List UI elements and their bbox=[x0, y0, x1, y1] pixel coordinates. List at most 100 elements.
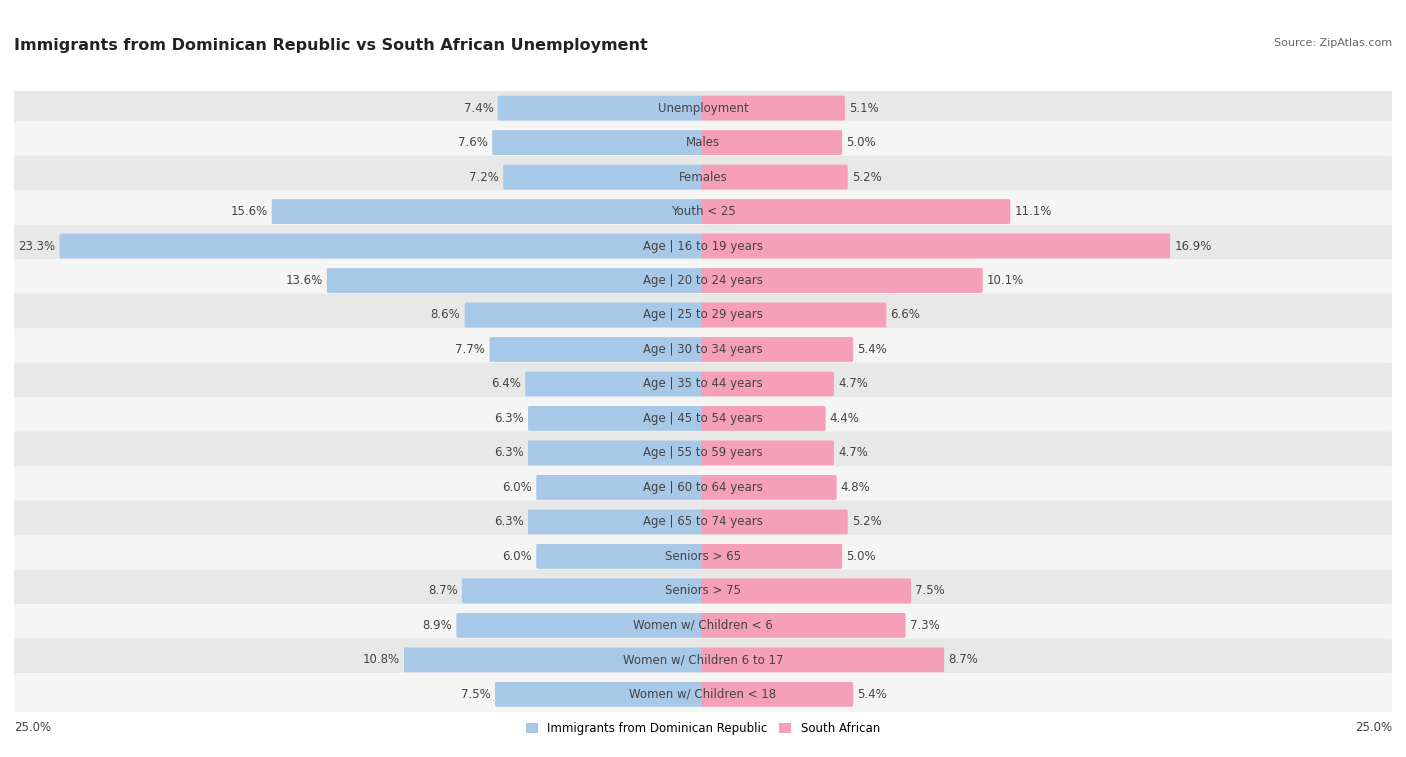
FancyBboxPatch shape bbox=[13, 569, 1393, 612]
FancyBboxPatch shape bbox=[13, 466, 1393, 509]
FancyBboxPatch shape bbox=[489, 337, 704, 362]
FancyBboxPatch shape bbox=[13, 431, 1393, 475]
Text: 5.2%: 5.2% bbox=[852, 516, 882, 528]
FancyBboxPatch shape bbox=[495, 682, 704, 707]
FancyBboxPatch shape bbox=[702, 509, 848, 534]
Text: 13.6%: 13.6% bbox=[285, 274, 323, 287]
FancyBboxPatch shape bbox=[702, 130, 842, 155]
Text: Age | 16 to 19 years: Age | 16 to 19 years bbox=[643, 239, 763, 253]
FancyBboxPatch shape bbox=[59, 234, 704, 258]
Text: 8.7%: 8.7% bbox=[427, 584, 458, 597]
Text: 8.7%: 8.7% bbox=[948, 653, 979, 666]
Text: Immigrants from Dominican Republic vs South African Unemployment: Immigrants from Dominican Republic vs So… bbox=[14, 38, 648, 53]
FancyBboxPatch shape bbox=[457, 613, 704, 638]
FancyBboxPatch shape bbox=[13, 535, 1393, 578]
FancyBboxPatch shape bbox=[702, 337, 853, 362]
FancyBboxPatch shape bbox=[13, 87, 1393, 129]
FancyBboxPatch shape bbox=[529, 406, 704, 431]
FancyBboxPatch shape bbox=[13, 294, 1393, 336]
FancyBboxPatch shape bbox=[536, 544, 704, 569]
Text: 7.5%: 7.5% bbox=[915, 584, 945, 597]
Text: Age | 30 to 34 years: Age | 30 to 34 years bbox=[643, 343, 763, 356]
Text: Age | 55 to 59 years: Age | 55 to 59 years bbox=[643, 447, 763, 459]
Text: 7.3%: 7.3% bbox=[910, 619, 939, 632]
FancyBboxPatch shape bbox=[13, 673, 1393, 715]
Text: 7.6%: 7.6% bbox=[458, 136, 488, 149]
FancyBboxPatch shape bbox=[529, 441, 704, 466]
Text: Unemployment: Unemployment bbox=[658, 101, 748, 114]
FancyBboxPatch shape bbox=[13, 190, 1393, 233]
Text: Seniors > 75: Seniors > 75 bbox=[665, 584, 741, 597]
Text: Age | 60 to 64 years: Age | 60 to 64 years bbox=[643, 481, 763, 494]
Text: 4.8%: 4.8% bbox=[841, 481, 870, 494]
Text: 5.0%: 5.0% bbox=[846, 136, 876, 149]
Text: 8.9%: 8.9% bbox=[422, 619, 453, 632]
Text: 7.5%: 7.5% bbox=[461, 688, 491, 701]
Text: 16.9%: 16.9% bbox=[1174, 239, 1212, 253]
FancyBboxPatch shape bbox=[702, 441, 834, 466]
FancyBboxPatch shape bbox=[702, 199, 1011, 224]
FancyBboxPatch shape bbox=[326, 268, 704, 293]
Text: Seniors > 65: Seniors > 65 bbox=[665, 550, 741, 563]
FancyBboxPatch shape bbox=[702, 647, 945, 672]
FancyBboxPatch shape bbox=[702, 268, 983, 293]
FancyBboxPatch shape bbox=[702, 303, 886, 328]
FancyBboxPatch shape bbox=[461, 578, 704, 603]
FancyBboxPatch shape bbox=[13, 638, 1393, 681]
Text: 4.7%: 4.7% bbox=[838, 378, 868, 391]
FancyBboxPatch shape bbox=[13, 500, 1393, 544]
Text: 5.2%: 5.2% bbox=[852, 170, 882, 183]
Text: 6.0%: 6.0% bbox=[502, 481, 531, 494]
Text: 7.2%: 7.2% bbox=[470, 170, 499, 183]
FancyBboxPatch shape bbox=[702, 682, 853, 707]
FancyBboxPatch shape bbox=[526, 372, 704, 397]
Text: 15.6%: 15.6% bbox=[231, 205, 267, 218]
FancyBboxPatch shape bbox=[464, 303, 704, 328]
Text: Age | 25 to 29 years: Age | 25 to 29 years bbox=[643, 309, 763, 322]
FancyBboxPatch shape bbox=[13, 397, 1393, 440]
Text: 7.7%: 7.7% bbox=[456, 343, 485, 356]
FancyBboxPatch shape bbox=[529, 509, 704, 534]
FancyBboxPatch shape bbox=[503, 164, 704, 189]
Text: 5.0%: 5.0% bbox=[846, 550, 876, 563]
Text: 4.7%: 4.7% bbox=[838, 447, 868, 459]
FancyBboxPatch shape bbox=[702, 544, 842, 569]
FancyBboxPatch shape bbox=[702, 164, 848, 189]
FancyBboxPatch shape bbox=[13, 259, 1393, 302]
Text: Women w/ Children < 6: Women w/ Children < 6 bbox=[633, 619, 773, 632]
Text: Source: ZipAtlas.com: Source: ZipAtlas.com bbox=[1274, 38, 1392, 48]
Text: 10.8%: 10.8% bbox=[363, 653, 399, 666]
Text: 6.3%: 6.3% bbox=[494, 447, 524, 459]
Text: 6.3%: 6.3% bbox=[494, 412, 524, 425]
FancyBboxPatch shape bbox=[492, 130, 704, 155]
Text: Females: Females bbox=[679, 170, 727, 183]
Text: Women w/ Children 6 to 17: Women w/ Children 6 to 17 bbox=[623, 653, 783, 666]
Text: Women w/ Children < 18: Women w/ Children < 18 bbox=[630, 688, 776, 701]
FancyBboxPatch shape bbox=[702, 475, 837, 500]
FancyBboxPatch shape bbox=[702, 234, 1170, 258]
Text: 25.0%: 25.0% bbox=[14, 721, 51, 734]
Text: Age | 20 to 24 years: Age | 20 to 24 years bbox=[643, 274, 763, 287]
FancyBboxPatch shape bbox=[536, 475, 704, 500]
Text: Age | 35 to 44 years: Age | 35 to 44 years bbox=[643, 378, 763, 391]
Text: 4.4%: 4.4% bbox=[830, 412, 859, 425]
FancyBboxPatch shape bbox=[13, 156, 1393, 198]
FancyBboxPatch shape bbox=[13, 604, 1393, 646]
Text: Age | 65 to 74 years: Age | 65 to 74 years bbox=[643, 516, 763, 528]
Text: 25.0%: 25.0% bbox=[1355, 721, 1392, 734]
FancyBboxPatch shape bbox=[404, 647, 704, 672]
FancyBboxPatch shape bbox=[271, 199, 704, 224]
Text: 8.6%: 8.6% bbox=[430, 309, 461, 322]
FancyBboxPatch shape bbox=[498, 95, 704, 120]
Text: 6.6%: 6.6% bbox=[890, 309, 921, 322]
Text: Males: Males bbox=[686, 136, 720, 149]
Text: 10.1%: 10.1% bbox=[987, 274, 1024, 287]
Legend: Immigrants from Dominican Republic, South African: Immigrants from Dominican Republic, Sout… bbox=[522, 718, 884, 740]
Text: 11.1%: 11.1% bbox=[1014, 205, 1052, 218]
Text: 5.4%: 5.4% bbox=[858, 343, 887, 356]
FancyBboxPatch shape bbox=[702, 578, 911, 603]
FancyBboxPatch shape bbox=[13, 363, 1393, 405]
Text: 6.4%: 6.4% bbox=[491, 378, 522, 391]
FancyBboxPatch shape bbox=[13, 328, 1393, 371]
FancyBboxPatch shape bbox=[702, 406, 825, 431]
